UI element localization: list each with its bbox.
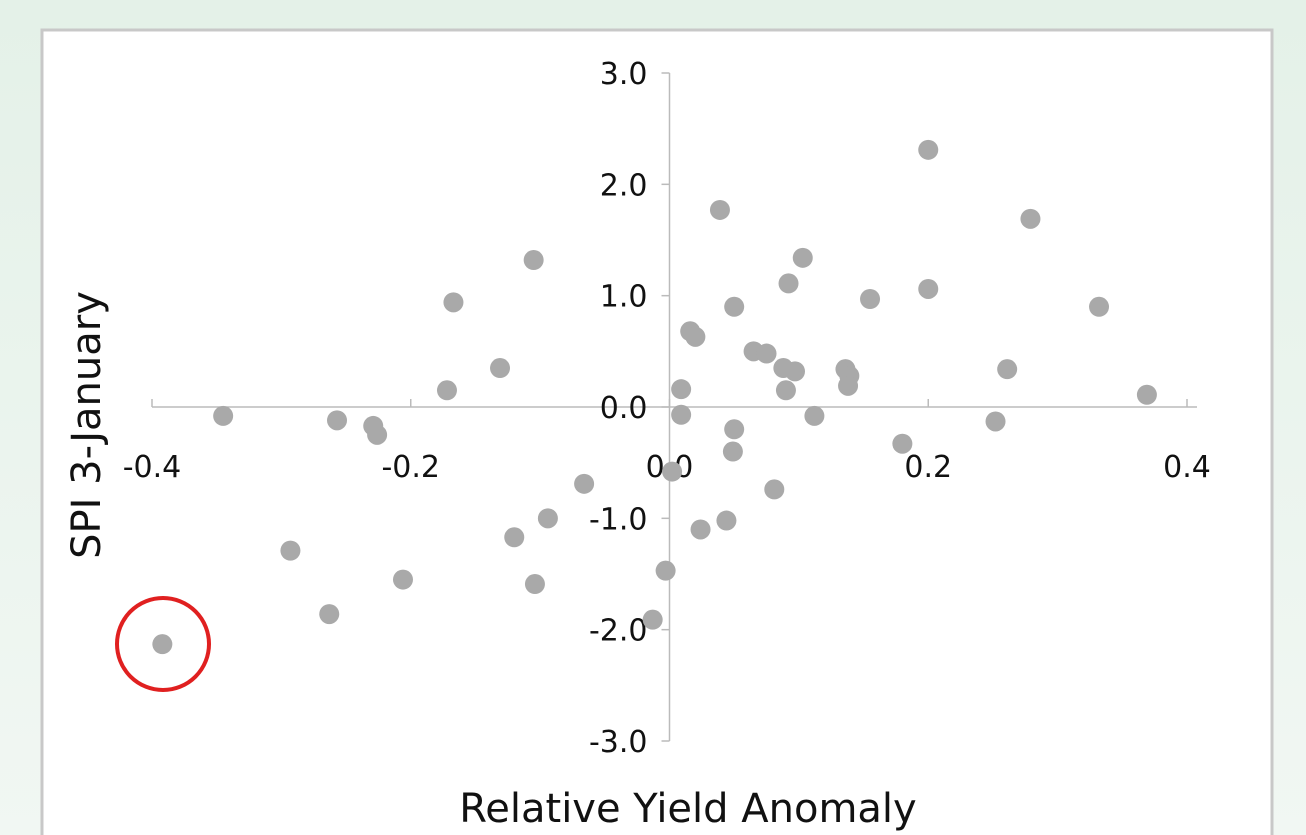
data-point [804, 405, 825, 426]
data-point [490, 358, 511, 379]
y-tick-label: -3.0 [589, 725, 648, 760]
data-point [690, 519, 711, 540]
data-point [392, 569, 413, 590]
data-point [716, 510, 737, 531]
data-point [443, 292, 464, 313]
data-point [775, 380, 796, 401]
data-point [671, 379, 692, 400]
data-point [764, 479, 785, 500]
data-point [860, 289, 881, 310]
data-point [1136, 384, 1157, 405]
data-point [918, 139, 939, 160]
chart-panel [40, 28, 1274, 835]
data-point [838, 375, 859, 396]
data-point [792, 247, 813, 268]
data-point [523, 250, 544, 271]
data-point [655, 560, 676, 581]
data-point [642, 609, 663, 630]
data-point [724, 296, 745, 317]
y-tick-label: 3.0 [600, 57, 648, 92]
data-point [1089, 296, 1110, 317]
data-point [327, 410, 348, 431]
data-point [722, 441, 743, 462]
data-point [280, 540, 301, 561]
data-point [709, 199, 730, 220]
data-point [784, 361, 805, 382]
data-point [671, 404, 692, 425]
data-point [685, 326, 706, 347]
x-axis-title: Relative Yield Anomaly [459, 786, 916, 832]
y-tick-label: -1.0 [589, 502, 648, 537]
x-tick-label: -0.4 [123, 450, 182, 485]
data-point [574, 473, 595, 494]
data-point [756, 343, 777, 364]
data-point [213, 405, 234, 426]
x-tick-label: 0.4 [1163, 450, 1211, 485]
data-point [524, 574, 545, 595]
data-point [1020, 208, 1041, 229]
y-tick-label: 0.0 [600, 391, 648, 426]
data-point [367, 424, 388, 445]
data-point [918, 278, 939, 299]
data-point [892, 433, 913, 454]
data-point [778, 273, 799, 294]
y-tick-label: 1.0 [600, 280, 648, 315]
data-point [537, 508, 558, 529]
x-tick-label: 0.2 [904, 450, 952, 485]
data-point [724, 419, 745, 440]
y-tick-label: 2.0 [600, 168, 648, 203]
data-point [152, 634, 173, 655]
y-axis-title: SPI 3-January [64, 291, 110, 559]
y-tick-label: -2.0 [589, 614, 648, 649]
data-point [662, 461, 683, 482]
data-point [319, 604, 340, 625]
plot-area: -0.4-0.20.00.20.43.02.01.00.0-1.0-2.0-3.… [123, 57, 1211, 760]
data-point [504, 527, 525, 548]
highlight-circle [115, 596, 211, 692]
data-point [985, 411, 1006, 432]
data-point [436, 380, 457, 401]
data-point [997, 359, 1018, 380]
x-tick-label: -0.2 [381, 450, 440, 485]
